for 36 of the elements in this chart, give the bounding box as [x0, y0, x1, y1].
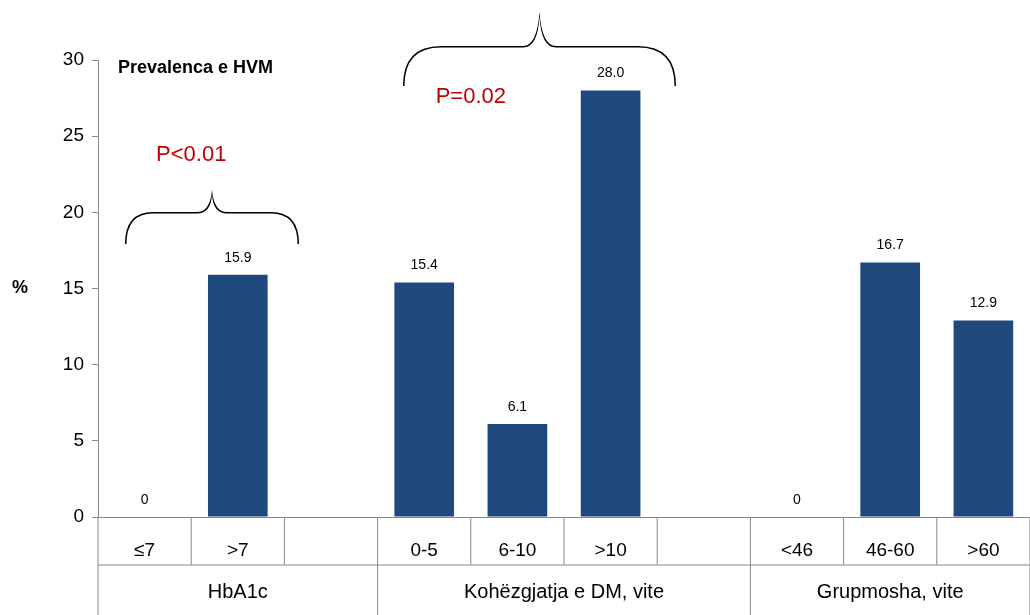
x-tick-label: >7: [226, 538, 249, 560]
y-axis-title: %: [11, 277, 29, 298]
y-tick-label: 10: [62, 352, 84, 374]
y-tick-label: 25: [62, 124, 84, 146]
y-tick-label: 0: [73, 505, 84, 527]
bar: [394, 282, 455, 517]
y-tick-label: 30: [62, 48, 84, 70]
y-tick-label: 5: [73, 429, 84, 451]
bar: [580, 90, 641, 517]
data-label: 16.7: [876, 236, 905, 253]
data-label: 0: [793, 490, 802, 507]
x-tick-label: >10: [594, 538, 627, 560]
x-tick-label: <46: [780, 538, 814, 560]
bar: [207, 274, 268, 517]
bar: [860, 262, 921, 517]
text: Grupmosha, vite: [816, 579, 964, 602]
x-tick-label: 46-60: [865, 538, 915, 560]
data-label: 0: [140, 490, 149, 507]
data-label: 28.0: [596, 64, 625, 81]
data-label: 15.4: [410, 256, 439, 273]
text: Kohëzgjatja e DM, vite: [463, 579, 665, 602]
data-label: 12.9: [969, 294, 998, 311]
data-label: 15.9: [224, 248, 252, 265]
annotation: P<0.01: [156, 141, 227, 167]
bar: [953, 320, 1014, 517]
annotation: P=0.02: [435, 83, 506, 109]
x-tick-label: 0-5: [410, 538, 438, 560]
x-tick-label: >60: [967, 538, 1000, 560]
x-tick-label: 6-10: [498, 538, 537, 560]
y-tick-label: 15: [62, 276, 84, 298]
bar: [487, 424, 548, 517]
data-label: 6.1: [507, 397, 528, 414]
x-tick-label: ≤7: [134, 538, 156, 560]
y-tick-label: 20: [62, 200, 84, 222]
text: HbA1c: [207, 579, 268, 602]
chart-title: Prevalenca e HVM: [118, 56, 274, 77]
